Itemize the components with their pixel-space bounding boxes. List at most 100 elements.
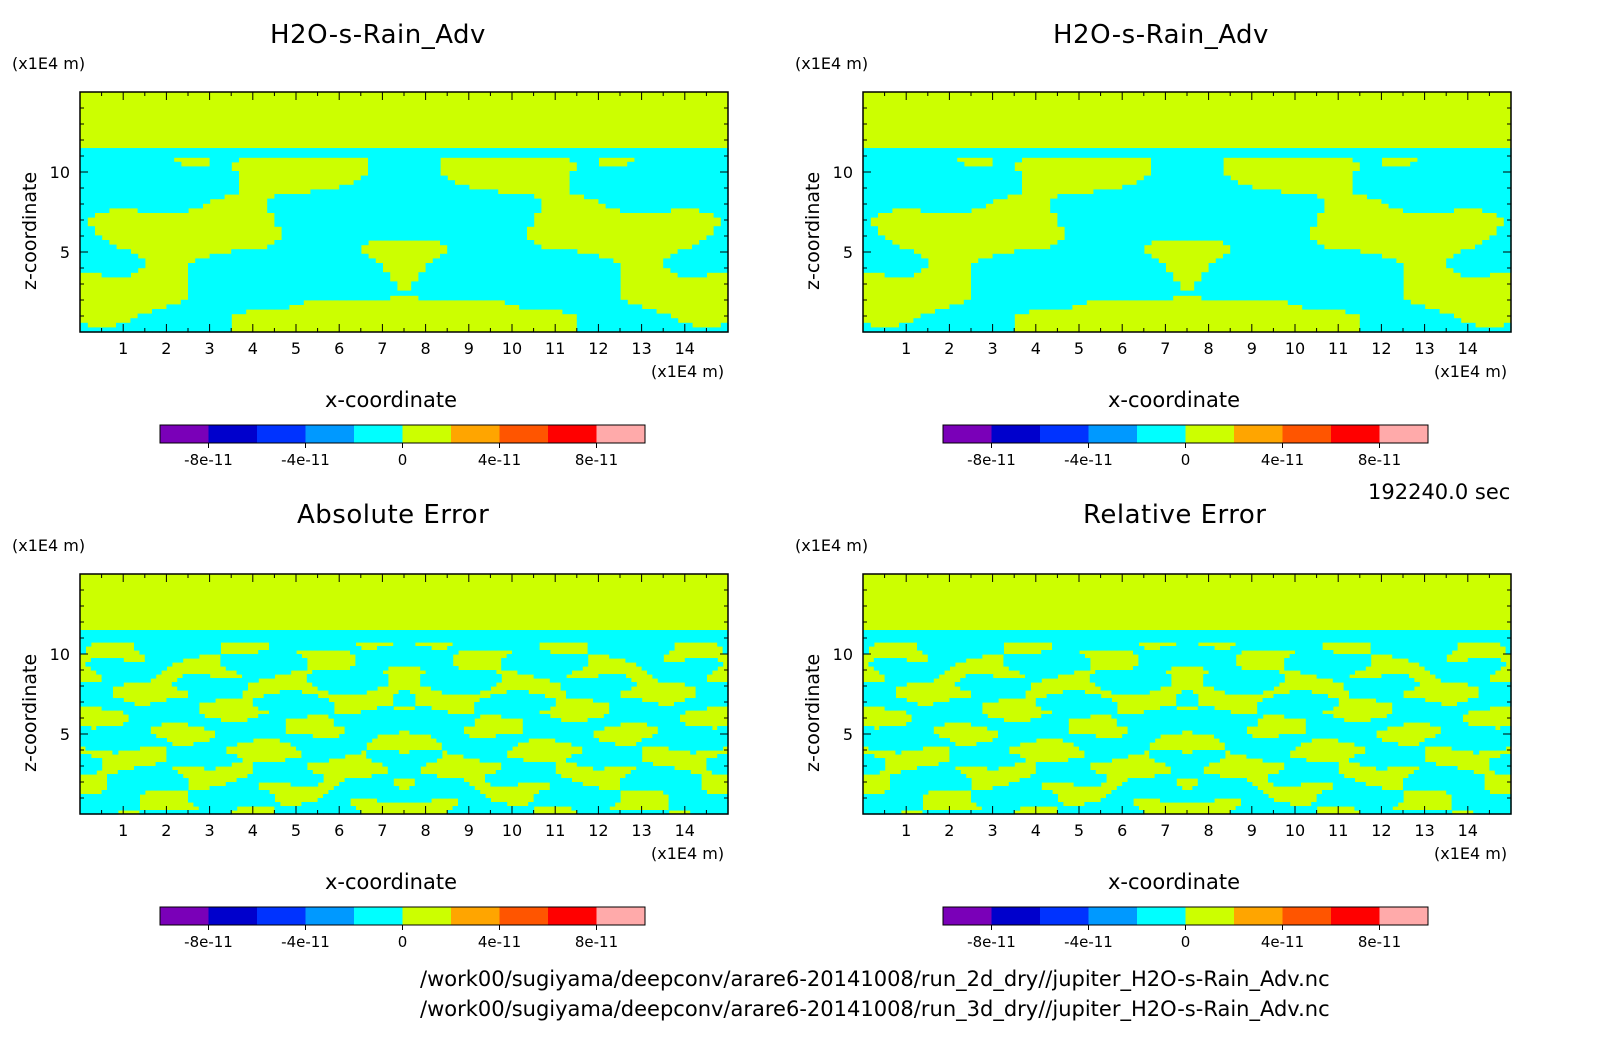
colorbar-swatch — [208, 907, 257, 925]
panel-4-xlabel: x-coordinate — [1108, 870, 1241, 894]
x-tick-label: 6 — [334, 339, 344, 358]
colorbar-swatch — [305, 425, 354, 443]
field-cells — [80, 148, 729, 333]
x-tick-label: 7 — [1160, 821, 1170, 840]
colorbar-label: -4e-11 — [1064, 451, 1113, 469]
colorbar-swatch — [208, 425, 257, 443]
panel-3-xlabel: x-coordinate — [325, 870, 458, 894]
x-tick-label: 2 — [944, 339, 954, 358]
y-tick-label: 5 — [60, 725, 70, 744]
colorbar-swatch — [991, 425, 1040, 443]
x-tick-label: 12 — [1371, 339, 1391, 358]
time-label: 192240.0 sec — [1368, 480, 1511, 504]
x-tick-label: 6 — [334, 821, 344, 840]
colorbar-swatch — [1379, 907, 1428, 925]
panel-1-xlabel: x-coordinate — [325, 388, 458, 412]
colorbar-swatch — [160, 425, 209, 443]
colorbar-swatch — [1185, 907, 1234, 925]
panel-2-y-units: (x1E4 m) — [795, 54, 869, 73]
colorbar-swatch — [1331, 907, 1380, 925]
x-tick-label: 13 — [1414, 339, 1434, 358]
colorbar-swatch — [354, 907, 403, 925]
x-tick-label: 7 — [377, 339, 387, 358]
x-tick-label: 11 — [545, 339, 565, 358]
x-tick-label: 2 — [944, 821, 954, 840]
x-tick-label: 10 — [1285, 821, 1305, 840]
panel-3-title: Absolute Error — [297, 500, 490, 530]
colorbar-label: 4e-11 — [478, 451, 521, 469]
x-tick-label: 14 — [675, 821, 695, 840]
colorbar-swatch — [1137, 425, 1186, 443]
x-tick-label: 4 — [1031, 339, 1041, 358]
panel-3-y-units: (x1E4 m) — [12, 536, 86, 555]
panel-4-ylabel: z-coordinate — [802, 653, 824, 772]
x-tick-label: 4 — [1031, 821, 1041, 840]
colorbar-swatch — [354, 425, 403, 443]
x-tick-label: 1 — [118, 339, 128, 358]
colorbar-label: -4e-11 — [1064, 933, 1113, 951]
colorbar: -8e-11 -4e-11 0 4e-11 8e-11 — [159, 906, 646, 951]
colorbar-swatch — [943, 425, 992, 443]
colorbar-swatch — [548, 907, 597, 925]
x-tick-label: 11 — [1328, 339, 1348, 358]
colorbar-swatch — [1088, 425, 1137, 443]
x-tick-label: 2 — [161, 339, 171, 358]
colorbar-label: 8e-11 — [1358, 933, 1401, 951]
y-tick-label: 10 — [833, 163, 853, 182]
colorbar-swatch — [1282, 907, 1331, 925]
y-tick-label: 5 — [60, 243, 70, 262]
colorbar-label: 0 — [1181, 451, 1191, 469]
x-tick-label: 10 — [502, 821, 522, 840]
colorbar-label: -8e-11 — [184, 933, 233, 951]
x-tick-label: 2 — [161, 821, 171, 840]
colorbar-label: 4e-11 — [478, 933, 521, 951]
colorbar-swatch — [596, 907, 645, 925]
colorbar-label: 4e-11 — [1261, 933, 1304, 951]
colorbar-swatch — [451, 425, 500, 443]
colorbar-swatch — [1040, 907, 1089, 925]
x-tick-label: 1 — [901, 821, 911, 840]
colorbar-swatch — [257, 425, 306, 443]
x-tick-label: 5 — [291, 339, 301, 358]
x-tick-label: 5 — [1074, 821, 1084, 840]
panel-1-y-units: (x1E4 m) — [12, 54, 86, 73]
field-cells — [80, 630, 729, 815]
x-tick-label: 1 — [901, 339, 911, 358]
panel-4-y-units: (x1E4 m) — [795, 536, 869, 555]
x-tick-label: 5 — [291, 821, 301, 840]
x-tick-label: 3 — [988, 821, 998, 840]
colorbar-swatch — [1088, 907, 1137, 925]
colorbar-swatch — [1379, 425, 1428, 443]
y-tick-label: 5 — [843, 243, 853, 262]
x-tick-label: 13 — [1414, 821, 1434, 840]
footer-file-3d: /work00/sugiyama/deepconv/arare6-2014100… — [420, 997, 1330, 1021]
colorbar-swatch — [943, 907, 992, 925]
colorbar-label: -8e-11 — [184, 451, 233, 469]
colorbar-label: 0 — [398, 451, 408, 469]
x-tick-label: 10 — [502, 339, 522, 358]
x-tick-label: 9 — [1247, 339, 1257, 358]
colorbar-label: 8e-11 — [575, 933, 618, 951]
colorbar-swatch — [1234, 425, 1283, 443]
panel-2-xlabel: x-coordinate — [1108, 388, 1241, 412]
field-cells — [863, 148, 1512, 333]
x-tick-label: 3 — [205, 339, 215, 358]
colorbar-swatch — [1234, 907, 1283, 925]
x-tick-label: 6 — [1117, 339, 1127, 358]
x-tick-label: 12 — [588, 821, 608, 840]
x-tick-label: 6 — [1117, 821, 1127, 840]
x-tick-label: 4 — [248, 821, 258, 840]
colorbar-swatch — [991, 907, 1040, 925]
colorbar-label: -4e-11 — [281, 933, 330, 951]
colorbar-label: 4e-11 — [1261, 451, 1304, 469]
panel-2-title: H2O-s-Rain_Adv — [1053, 20, 1269, 50]
x-tick-label: 9 — [464, 339, 474, 358]
panel-2-ylabel: z-coordinate — [802, 171, 824, 290]
colorbar-swatch — [305, 907, 354, 925]
colorbar-swatch — [1185, 425, 1234, 443]
colorbar-swatch — [499, 425, 548, 443]
